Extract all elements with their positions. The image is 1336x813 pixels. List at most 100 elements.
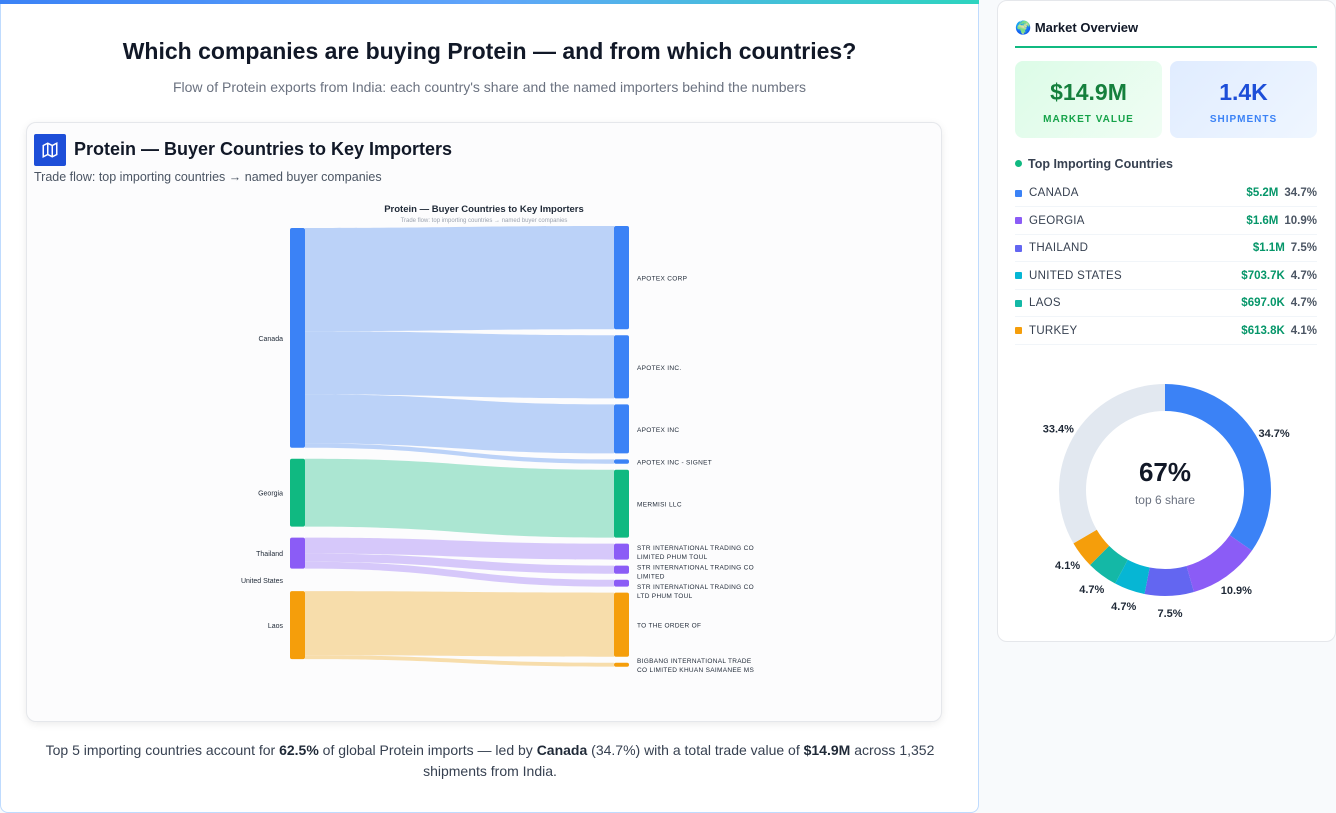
target-label-line: BIGBANG INTERNATIONAL TRADE — [637, 658, 752, 665]
sankey-link — [305, 537, 614, 560]
globe-icon: 🌍 — [1015, 20, 1032, 35]
source-node — [290, 458, 305, 527]
sankey-link — [305, 458, 614, 538]
target-label: STR INTERNATIONAL TRADING CO LIMITED PHUM… — [637, 545, 754, 561]
donut-label: 4.7% — [1111, 601, 1136, 613]
country-row[interactable]: UNITED STATES $703.7K 4.7% — [1015, 263, 1317, 290]
summary-leader: Canada — [536, 742, 588, 758]
market-value: $14.9M — [1050, 79, 1127, 105]
source-label: Laos — [268, 623, 284, 630]
target-label-line: LIMITED — [637, 574, 665, 581]
country-pct: 4.1% — [1290, 324, 1317, 337]
donut-segment — [1090, 545, 1128, 584]
color-swatch — [1015, 244, 1022, 252]
country-row[interactable]: LAOS $697.0K 4.7% — [1015, 290, 1317, 317]
top-countries-title: Top Importing Countries — [1028, 157, 1173, 171]
target-node — [614, 662, 629, 667]
country-name: LAOS — [1029, 297, 1061, 309]
country-value: $613.8K — [1241, 324, 1285, 337]
country-value: $697.0K — [1241, 297, 1285, 309]
target-label: STR INTERNATIONAL TRADING CO LIMITED — [637, 565, 754, 581]
target-label: APOTEX INC — [637, 427, 679, 434]
donut-label: 10.9% — [1221, 585, 1252, 597]
target-node — [614, 565, 629, 574]
target-label-line: TO THE ORDER OF — [637, 623, 701, 630]
target-label-line: APOTEX INC - SIGNET — [637, 460, 712, 467]
color-swatch — [1015, 272, 1022, 279]
target-label-line: MERMISI LLC — [637, 502, 682, 509]
chart-subtitle: Trade flow: top importing countries → na… — [401, 218, 568, 224]
donut-label: 7.5% — [1157, 608, 1182, 620]
summary-part: across 1,352 shipments from India. — [423, 742, 935, 779]
donut-label: 4.7% — [1079, 584, 1104, 596]
market-value-kpi: $14.9M MARKET VALUE — [1015, 61, 1162, 138]
sankey-link — [305, 443, 614, 464]
country-row[interactable]: GEORGIA $1.6M 10.9% — [1015, 208, 1317, 235]
target-node — [614, 469, 629, 538]
source-label: United States — [241, 578, 284, 585]
country-name: GEORGIA — [1029, 214, 1085, 227]
sankey-link — [305, 553, 614, 574]
target-label: TO THE ORDER OF — [637, 623, 701, 630]
country-pct: 4.7% — [1290, 269, 1317, 282]
donut-label: 4.1% — [1055, 560, 1080, 572]
donut-label: 34.7% — [1258, 428, 1289, 440]
sankey-link — [305, 591, 614, 657]
target-node — [614, 404, 629, 454]
country-row[interactable]: TURKEY $613.8K 4.1% — [1015, 318, 1317, 345]
card-subtitle: Trade flow: top importing countries → na… — [34, 170, 382, 184]
target-label-line: LIMITED PHUM TOUL — [637, 554, 708, 561]
source-label: Thailand — [256, 551, 283, 558]
source-label: Canada — [258, 336, 283, 343]
target-label: STR INTERNATIONAL TRADING CO LTD PHUM TOU… — [637, 584, 754, 600]
page-title: Which companies are buying Protein — and… — [122, 38, 857, 64]
sankey-chart: Protein — Buyer Countries to Key Importe… — [241, 204, 754, 674]
target-node — [614, 543, 629, 560]
color-swatch — [1015, 327, 1022, 334]
target-label-line: APOTEX INC. — [637, 365, 681, 372]
dot-icon — [1015, 160, 1022, 167]
summary-part: (34.7%) with a total trade value of — [587, 742, 804, 758]
country-pct: 10.9% — [1284, 214, 1317, 227]
target-label: APOTEX CORP — [637, 276, 687, 283]
source-node — [290, 228, 305, 448]
target-label-line: STR INTERNATIONAL TRADING CO — [637, 565, 754, 572]
donut-segment — [1073, 529, 1110, 565]
donut-label: 33.4% — [1043, 424, 1074, 436]
color-swatch — [1015, 299, 1022, 307]
country-name: CANADA — [1029, 187, 1079, 199]
source-node — [290, 537, 305, 569]
share-donut-chart: 34.7% 10.9% 7.5% 4.7% 4.7% 4.1% 33.4% 67% top 6 … — [1043, 384, 1290, 620]
target-node — [614, 592, 629, 657]
market-overview-title: 🌍 Market Overview — [1015, 20, 1138, 36]
source-label: Georgia — [258, 491, 283, 498]
country-row[interactable]: CANADA $5.2M 34.7% — [1015, 180, 1317, 207]
country-row[interactable]: THAILAND $1.1M 7.5% — [1015, 235, 1317, 262]
market-overview-label: Market Overview — [1034, 20, 1139, 35]
target-label-line: CO LIMITED KHUAN SAIMANEE MS — [637, 667, 754, 674]
country-pct: 4.7% — [1290, 297, 1317, 309]
card-title: Protein — Buyer Countries to Key Importe… — [74, 139, 453, 159]
target-label-line: LTD PHUM TOUL — [637, 593, 693, 600]
donut-center-label: top 6 share — [1135, 493, 1195, 507]
donut-segment — [1165, 384, 1271, 551]
donut-segment — [1186, 535, 1252, 592]
target-label-line: STR INTERNATIONAL TRADING CO — [637, 584, 754, 591]
sankey-link — [305, 561, 614, 587]
target-label: MERMISI LLC — [637, 502, 682, 509]
map-icon — [34, 134, 66, 166]
country-name: TURKEY — [1029, 324, 1078, 337]
donut-segment — [1144, 566, 1194, 596]
sankey-link — [305, 394, 614, 454]
country-pct: 34.7% — [1284, 187, 1317, 199]
shipments-label: SHIPMENTS — [1209, 114, 1278, 125]
target-label-line: APOTEX INC — [637, 427, 679, 434]
donut-segment — [1115, 559, 1150, 594]
top-accent-bar — [0, 0, 979, 4]
sankey-link — [305, 331, 614, 399]
source-node — [290, 591, 305, 660]
target-node — [614, 579, 629, 587]
summary-text: Top 5 importing countries account for 62… — [40, 740, 940, 782]
country-value: $1.6M — [1246, 214, 1279, 227]
market-value-label: MARKET VALUE — [1043, 114, 1134, 125]
